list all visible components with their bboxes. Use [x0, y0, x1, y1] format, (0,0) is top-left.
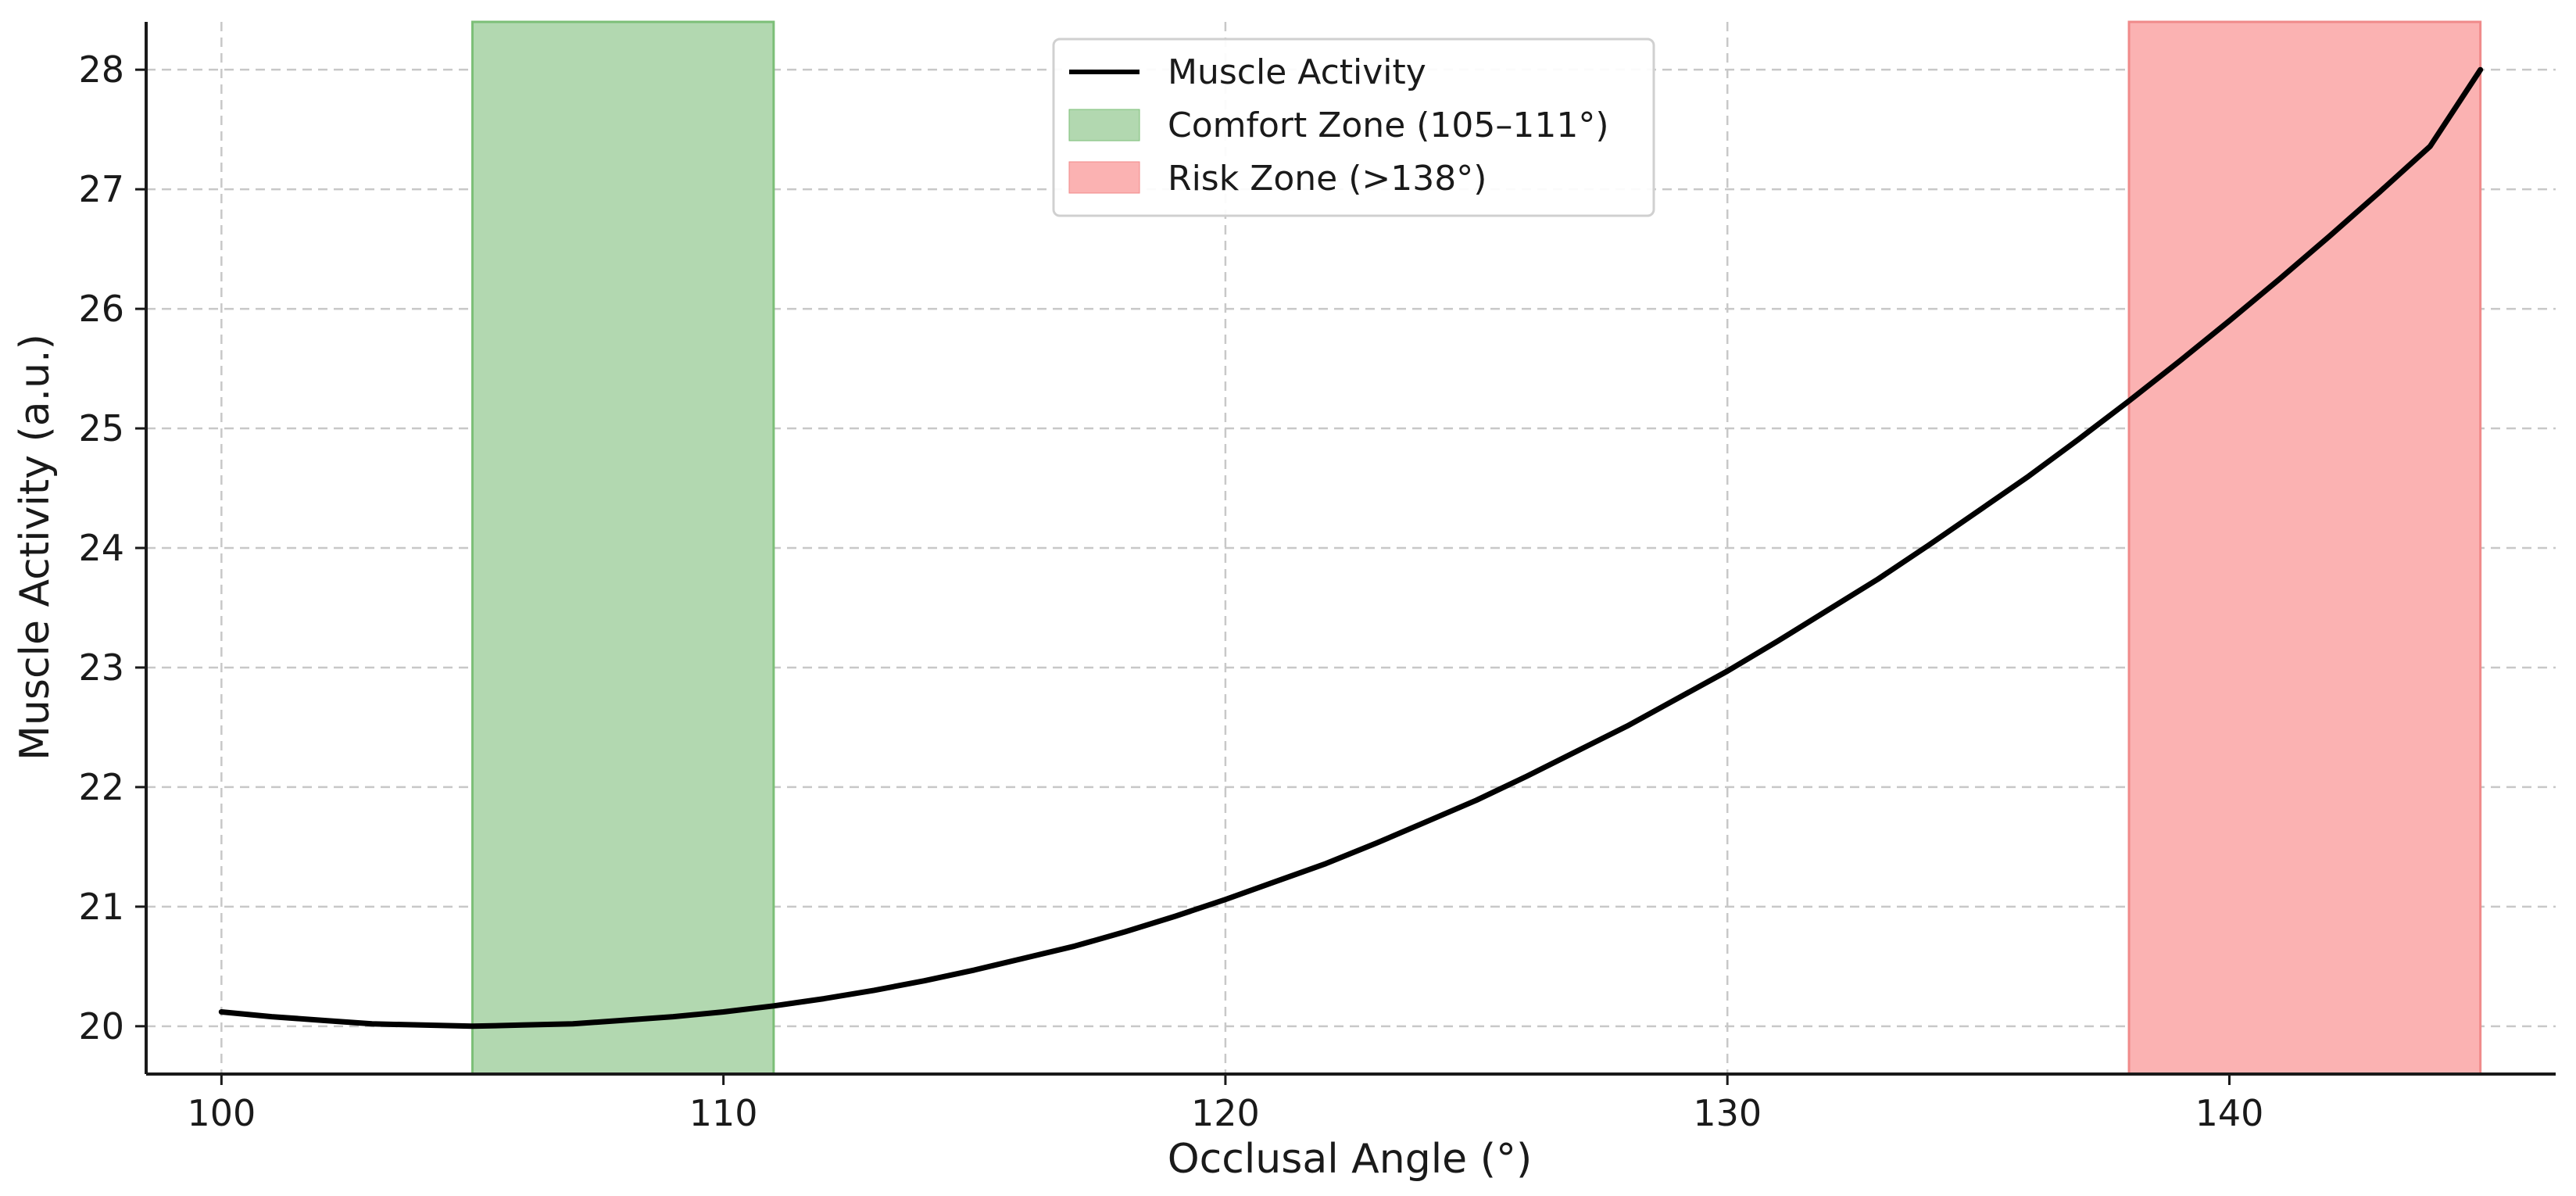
risk-zone-band — [2127, 20, 2482, 1076]
x-tick-label: 120 — [1191, 1092, 1260, 1134]
legend-label-risk: Risk Zone (>138°) — [1168, 159, 1487, 199]
y-tick-label: 22 — [78, 766, 124, 808]
y-tick-label: 26 — [78, 288, 124, 330]
y-tick-label: 28 — [78, 48, 124, 91]
legend-swatch-risk — [1068, 161, 1140, 194]
zones — [470, 20, 2482, 1076]
y-tick-label: 27 — [78, 168, 124, 210]
y-tick-label: 21 — [78, 886, 124, 928]
legend: Muscle Activity Comfort Zone (105–111°) … — [1052, 38, 1655, 217]
muscle-activity-line — [218, 66, 2484, 1029]
x-tick-label: 140 — [2195, 1092, 2264, 1134]
legend-box — [1052, 38, 1655, 217]
y-tick-label: 23 — [78, 646, 124, 689]
x-tick-label: 100 — [187, 1092, 256, 1134]
y-tick-label: 25 — [78, 407, 124, 449]
y-axis-title: Muscle Activity (a.u.) — [12, 334, 59, 761]
comfort-zone-band — [470, 20, 775, 1076]
y-tick-label: 24 — [78, 527, 124, 569]
y-tick-label: 20 — [78, 1005, 124, 1047]
ticks: 100 110 120 130 140 20 21 22 23 24 25 26 27 28 — [78, 48, 2263, 1134]
x-tick-label: 110 — [689, 1092, 758, 1134]
legend-label-comfort: Comfort Zone (105–111°) — [1168, 106, 1609, 145]
x-axis-title: Occlusal Angle (°) — [1168, 1136, 1533, 1183]
legend-label-series: Muscle Activity — [1168, 52, 1426, 92]
series — [218, 66, 2484, 1029]
x-tick-label: 130 — [1693, 1092, 1762, 1134]
legend-swatch-comfort — [1068, 109, 1140, 141]
